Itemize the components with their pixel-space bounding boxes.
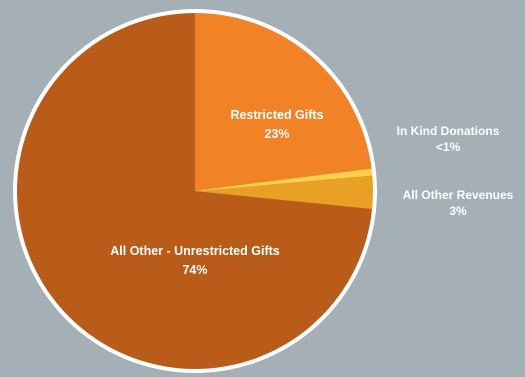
slice-unrestricted-gifts xyxy=(17,13,373,369)
value-in-kind-donations: <1% xyxy=(436,140,461,154)
label-all-other-revenues: All Other Revenues xyxy=(403,188,514,202)
slice-all-other-revenues xyxy=(195,175,373,209)
value-unrestricted-gifts: 74% xyxy=(182,263,207,277)
pie-slices xyxy=(17,13,373,369)
slice-in-kind-donations xyxy=(195,168,373,191)
label-in-kind-donations: In Kind Donations xyxy=(397,124,500,138)
value-all-other-revenues: 3% xyxy=(449,204,467,218)
label-restricted-gifts: Restricted Gifts xyxy=(230,108,323,122)
slice-restricted-gifts xyxy=(195,13,372,191)
label-unrestricted-gifts: All Other - Unrestricted Gifts xyxy=(110,244,280,258)
value-restricted-gifts: 23% xyxy=(264,127,289,141)
